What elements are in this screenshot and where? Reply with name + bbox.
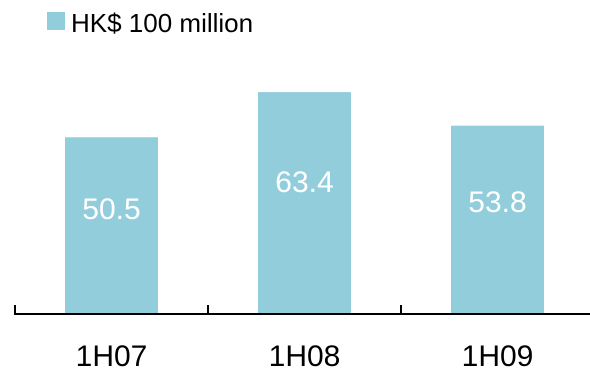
bar-1H09	[451, 125, 544, 314]
bar-value-label: 50.5	[82, 193, 140, 226]
x-tick-label: 1H09	[462, 340, 534, 373]
legend-label: HK$ 100 million	[71, 8, 253, 38]
bar-1H07	[65, 137, 158, 314]
x-tick-label: 1H07	[76, 340, 148, 373]
x-tick-label: 1H08	[269, 340, 341, 373]
bar-value-label: 63.4	[275, 166, 333, 199]
bar-1H08	[258, 92, 351, 314]
legend: HK$ 100 million	[47, 8, 253, 38]
legend-swatch	[47, 12, 65, 30]
bar-value-label: 53.8	[468, 186, 526, 219]
x-tick-labels: 1H07 1H08 1H09	[76, 340, 534, 373]
x-axis	[14, 305, 590, 315]
bars-group: 50.5 63.4 53.8	[65, 92, 544, 314]
